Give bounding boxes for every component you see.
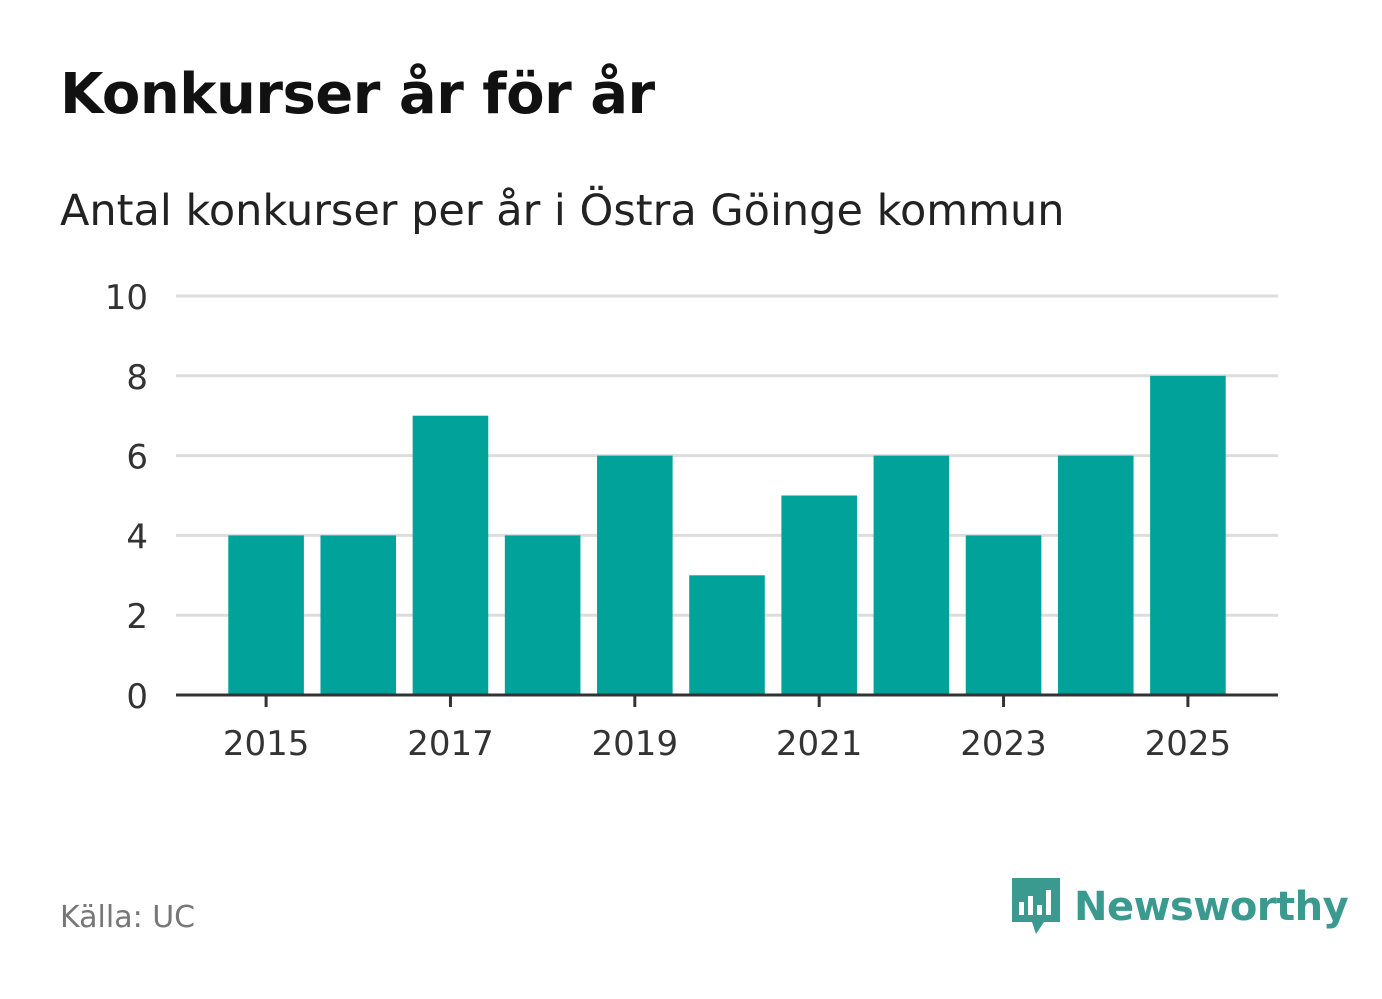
y-tick-label: 6	[126, 438, 148, 478]
bar-2020	[689, 575, 765, 695]
x-tick-label: 2015	[223, 724, 310, 764]
bar-2019	[597, 455, 673, 695]
y-tick-label: 2	[126, 597, 148, 637]
y-tick-label: 4	[126, 517, 148, 557]
y-tick-label: 0	[126, 677, 148, 717]
bar-2017	[412, 415, 489, 695]
bar-2025	[1150, 375, 1226, 695]
x-tick-label: 2023	[960, 724, 1047, 764]
x-tick-label: 2021	[776, 724, 863, 764]
bar-2018	[504, 535, 581, 695]
y-tick-label: 8	[126, 358, 148, 398]
x-tick-label: 2019	[592, 724, 679, 764]
source-label: Källa: UC	[60, 900, 196, 935]
bar-2015	[228, 535, 304, 695]
newsworthy-logo-icon	[1012, 878, 1060, 934]
bar-2021	[781, 495, 857, 695]
bar-2024	[1057, 455, 1134, 695]
bar-2023	[965, 535, 1042, 695]
bar-2016	[320, 535, 397, 695]
brand-name: Newsworthy	[1074, 884, 1349, 930]
bar-2022	[873, 455, 950, 695]
x-tick-label: 2017	[407, 724, 494, 764]
brand-logo: Newsworthy	[1010, 876, 1349, 938]
y-tick-label: 10	[105, 278, 148, 318]
chart-subtitle: Antal konkurser per år i Östra Göinge ko…	[60, 186, 1065, 236]
x-tick-label: 2025	[1145, 724, 1232, 764]
chart-title: Konkurser år för år	[60, 62, 655, 127]
